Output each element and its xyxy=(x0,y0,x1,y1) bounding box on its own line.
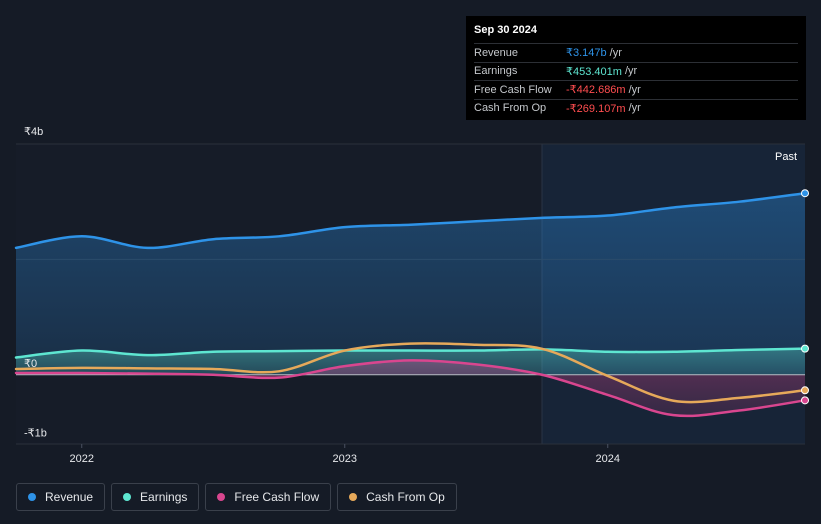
legend-label: Free Cash Flow xyxy=(234,490,320,504)
tooltip-row-revenue: Revenue ₹3.147b /yr xyxy=(474,43,798,62)
tooltip-value: -₹442.686m xyxy=(566,84,626,97)
x-tick-label: 2024 xyxy=(596,453,620,465)
series-line-earnings xyxy=(14,347,807,359)
legend-label: Earnings xyxy=(140,490,188,504)
tooltip-label: Cash From Op xyxy=(474,102,547,115)
legend: Revenue Earnings Free Cash Flow Cash Fro… xyxy=(16,483,457,511)
x-tick-label: 2023 xyxy=(333,453,357,465)
tooltip-value: ₹453.401m xyxy=(566,65,622,78)
tooltip-unit: /yr xyxy=(628,83,641,96)
legend-dot-icon xyxy=(349,493,358,501)
legend-dot-icon xyxy=(123,493,132,501)
series-area-revenue xyxy=(16,193,805,375)
series-line-cash-from-op xyxy=(14,342,807,404)
series-line-free-cash-flow xyxy=(14,359,807,418)
legend-item-earnings[interactable]: Earnings xyxy=(111,483,200,511)
series-end-point-cash-from-op xyxy=(801,386,809,395)
legend-dot-icon xyxy=(28,493,36,501)
y-tick-label: ₹0 xyxy=(24,358,37,370)
tooltip-value: ₹3.147b xyxy=(566,47,607,60)
tooltip-value: -₹269.107m xyxy=(566,102,626,115)
series-end-point-earnings xyxy=(801,344,809,353)
tooltip-label: Revenue xyxy=(474,46,519,59)
legend-label: Cash From Op xyxy=(366,490,445,504)
tooltip-label: Free Cash Flow xyxy=(474,83,552,96)
x-tick-label: 2022 xyxy=(70,453,94,465)
tooltip-date: Sep 30 2024 xyxy=(474,24,537,36)
tooltip-row-free-cash-flow: Free Cash Flow -₹442.686m /yr xyxy=(474,80,798,99)
series-end-point-free-cash-flow xyxy=(801,396,809,405)
legend-item-free-cash-flow[interactable]: Free Cash Flow xyxy=(205,483,332,511)
tooltip: Sep 30 2024 Revenue ₹3.147b /yr Earnings… xyxy=(466,16,806,120)
legend-dot-icon xyxy=(217,493,226,501)
legend-item-cash-from-op[interactable]: Cash From Op xyxy=(337,483,457,511)
series-end-point-revenue xyxy=(801,189,809,198)
series-area-free-cash-flow xyxy=(16,360,805,416)
tooltip-row-cash-from-op: Cash From Op -₹269.107m /yr xyxy=(474,98,798,118)
series-line-revenue xyxy=(14,191,807,250)
legend-item-revenue[interactable]: Revenue xyxy=(16,483,106,511)
tooltip-unit: /yr xyxy=(624,65,638,78)
legend-label: Revenue xyxy=(45,490,94,504)
y-tick-label: ₹4b xyxy=(24,126,43,138)
tooltip-unit: /yr xyxy=(609,46,622,59)
tooltip-row-earnings: Earnings ₹453.401m /yr xyxy=(474,61,798,81)
tooltip-label: Earnings xyxy=(474,65,518,78)
past-label: Past xyxy=(775,151,797,163)
tooltip-unit: /yr xyxy=(628,102,641,115)
y-tick-label: -₹1b xyxy=(24,427,47,439)
